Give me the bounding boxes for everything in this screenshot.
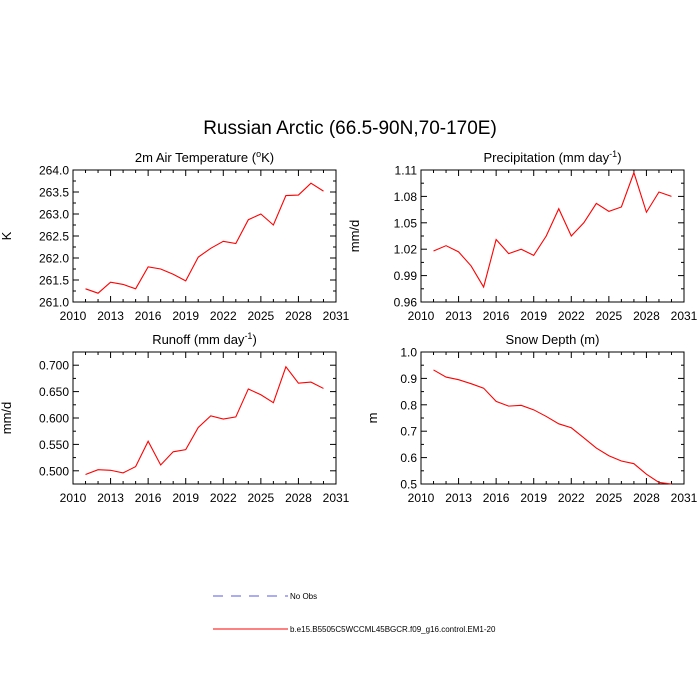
x-tick-label: 2016 [135,309,162,323]
panel-title: Precipitation (mm day-1) [483,149,621,165]
y-tick-label: 0.500 [39,464,69,478]
panel-title: Runoff (mm day-1) [152,331,257,347]
panel-title-tail: ) [252,332,256,347]
x-tick-label: 2022 [210,309,237,323]
plot-frame [420,351,685,485]
x-tick-label: 2019 [520,309,547,323]
x-tick-label: 2022 [210,491,237,505]
y-tick-label: 0.99 [394,269,418,283]
x-tick-label: 2031 [671,309,698,323]
x-tick-label: 2025 [596,309,623,323]
y-tick-label: 0.7 [400,425,417,439]
panel-runoff: Runoff (mm day-1) mm/d 2010 2013 2016 2019 202… [0,331,350,505]
y-tick-label: 0.550 [39,438,69,452]
panel-title-superscript: o [256,149,261,159]
x-tick-label: 2022 [558,309,585,323]
panel-title-tail: K) [261,150,274,165]
panel-title-main: 2m Air Temperature ( [135,150,257,165]
series-line [85,182,324,294]
x-tick-label: 2013 [445,491,472,505]
x-tick-label: 2019 [172,309,199,323]
x-tick-label: 2016 [135,491,162,505]
y-tick-label: 261.5 [39,274,69,288]
y-tick-label: 264.0 [39,164,69,178]
y-tick-label: 0.9 [400,372,417,386]
panel-title-main: Runoff (mm day [152,332,245,347]
x-tick-label: 2019 [172,491,199,505]
panel-air-temperature: 2m Air Temperature (oK) K 2010 2013 2016 2019… [0,149,350,323]
panel-title: 2m Air Temperature (oK) [135,149,274,165]
y-tick-label: 263.0 [39,208,69,222]
y-tick-label: 1.0 [400,346,417,360]
plot-frame [420,169,685,303]
y-tick-label: 0.5 [400,478,417,492]
panel-title-superscript: -1 [609,149,617,159]
x-tick-label: 2013 [97,309,124,323]
y-axis-label: mm/d [347,220,362,253]
series-line [85,365,324,476]
x-tick-label: 2019 [520,491,547,505]
x-tick-label: 2010 [408,309,435,323]
y-axis-label: K [0,231,14,240]
y-tick-label: 1.11 [395,164,418,178]
figure-title: Russian Arctic (66.5-90N,70-170E) [203,118,497,139]
legend-label-control: b.e15.B5505C5WCCML45BGCR.f09_g16.control… [290,625,496,634]
y-tick-label: 263.5 [39,186,69,200]
panel-title-main: Precipitation (mm day [483,150,609,165]
x-tick-label: 2025 [596,491,623,505]
x-tick-label: 2016 [483,491,510,505]
legend: No Obs b.e15.B5505C5WCCML45BGCR.f09_g16.… [213,592,496,634]
x-tick-label: 2013 [445,309,472,323]
x-tick-label: 2010 [408,491,435,505]
panel-title-tail: ) [617,150,621,165]
x-tick-label: 2028 [285,491,312,505]
x-tick-label: 2022 [558,491,585,505]
legend-label-no-obs: No Obs [290,592,317,601]
x-tick-label: 2010 [60,491,87,505]
y-tick-label: 0.600 [39,412,69,426]
y-tick-label: 261.0 [39,296,69,310]
y-tick-label: 0.6 [400,451,417,465]
panel-title: Snow Depth (m) [506,332,600,347]
y-axis-label: mm/d [0,402,14,435]
y-axis-label: m [365,413,380,424]
y-tick-label: 0.96 [394,296,418,310]
y-tick-label: 1.08 [394,190,418,204]
x-tick-label: 2028 [633,309,660,323]
y-tick-label: 0.650 [39,385,69,399]
x-tick-label: 2013 [97,491,124,505]
x-tick-label: 2010 [60,309,87,323]
x-tick-label: 2031 [671,491,698,505]
y-tick-label: 1.02 [394,243,418,257]
plot-frame [72,351,337,485]
y-tick-label: 262.0 [39,252,69,266]
y-tick-label: 0.700 [39,359,69,373]
y-tick-label: 0.8 [400,398,417,412]
y-tick-label: 262.5 [39,230,69,244]
series-line [433,369,672,485]
panel-title-superscript: -1 [244,331,252,341]
x-tick-label: 2031 [323,491,350,505]
x-tick-label: 2028 [285,309,312,323]
panel-precipitation: Precipitation (mm day-1) mm/d 2010 2013 2016… [347,149,698,323]
x-tick-label: 2028 [633,491,660,505]
x-tick-label: 2016 [483,309,510,323]
series-line [433,170,672,289]
y-tick-label: 1.05 [394,216,418,230]
x-tick-label: 2025 [248,309,275,323]
panel-title-main: Snow Depth (m) [506,332,600,347]
panel-snow-depth: Snow Depth (m) m 2010 2013 2016 2019 2022 2025 2… [365,332,698,505]
x-tick-label: 2025 [248,491,275,505]
x-tick-label: 2031 [323,309,350,323]
